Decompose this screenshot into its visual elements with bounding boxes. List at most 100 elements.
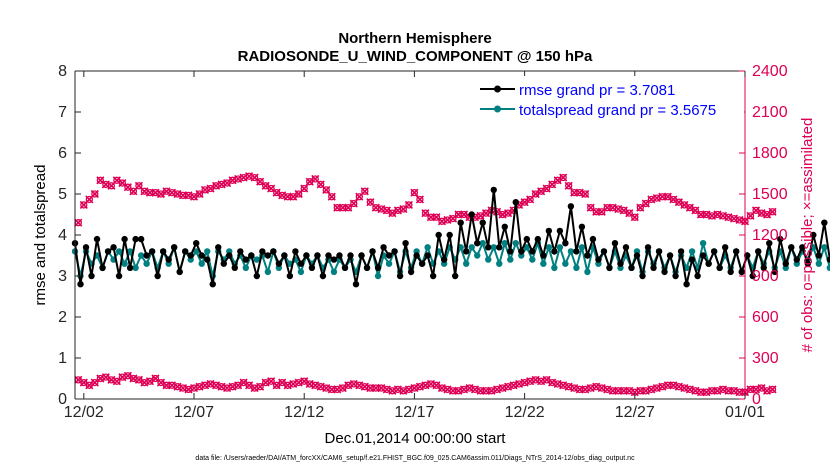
totalspread-point xyxy=(137,252,145,259)
totalspread-point xyxy=(330,268,338,276)
rmse-point xyxy=(440,256,448,263)
rmse-point xyxy=(176,268,183,276)
obs_possible-circle xyxy=(344,204,352,212)
totalspread-point xyxy=(253,256,261,263)
rmse-point xyxy=(115,272,123,280)
obs_assimilated-cross xyxy=(768,385,777,394)
legend-box xyxy=(476,76,744,118)
rmse-point xyxy=(242,256,250,263)
rmse-point xyxy=(710,248,718,255)
chart-title-line-1: Northern Hemisphere xyxy=(338,30,491,47)
obs_possible-circle xyxy=(129,187,138,195)
rmse-point xyxy=(137,235,145,243)
totalspread-point xyxy=(556,244,564,251)
totalspread-point xyxy=(545,244,553,251)
x-tick-label: 12/07 xyxy=(174,404,214,421)
rmse-point xyxy=(154,272,161,280)
obs_possible-circle xyxy=(80,201,88,209)
rmse-point xyxy=(534,235,542,243)
obs_possible-circle xyxy=(548,180,556,189)
obs_assimilated-circle xyxy=(113,377,121,385)
obs_possible-circle xyxy=(405,201,413,209)
totalspread-point xyxy=(264,268,272,276)
totalspread-point xyxy=(474,252,481,259)
x-tick-label: 12/17 xyxy=(394,404,434,421)
totalspread-point xyxy=(485,256,492,263)
rmse-point xyxy=(215,244,222,251)
obs_possible-circle xyxy=(421,209,430,217)
rmse-point xyxy=(104,248,112,255)
x-tick-label: 12/22 xyxy=(505,404,545,421)
rmse-point xyxy=(308,264,316,271)
rmse-point xyxy=(628,264,635,271)
rmse-point xyxy=(330,256,338,263)
y-left-tick-label: 4 xyxy=(58,227,67,244)
totalspread-point xyxy=(815,260,823,267)
rmse-point xyxy=(507,248,514,255)
totalspread-point xyxy=(826,264,830,271)
rmse-point xyxy=(325,252,332,259)
x-tick-label: 12/27 xyxy=(615,404,655,421)
obs_possible-cross xyxy=(404,200,413,209)
rmse-point xyxy=(611,240,619,247)
rmse-point xyxy=(198,252,205,259)
y-axis-right-label: # of obs: o=possible; ×=assimilated xyxy=(799,118,816,353)
x-axis-label: Dec.01,2014 00:00:00 start xyxy=(325,430,507,447)
rmse-point xyxy=(589,235,597,243)
obs_assimilated-circle xyxy=(267,377,275,385)
rmse-point xyxy=(253,272,261,280)
y-right-tick-label: 900 xyxy=(752,268,779,285)
rmse-point xyxy=(777,235,784,243)
y-left-tick-label: 3 xyxy=(58,268,67,285)
rmse-point xyxy=(148,248,156,255)
obs_possible-circle xyxy=(96,176,104,184)
rmse-point xyxy=(485,244,492,251)
rmse-point xyxy=(760,264,767,271)
rmse-point xyxy=(204,256,211,263)
obs_possible-circle xyxy=(746,212,755,220)
obs_possible-circle xyxy=(317,180,325,189)
rmse-point xyxy=(644,244,652,251)
obs_possible-circle xyxy=(322,186,330,194)
rmse-point xyxy=(584,252,591,259)
totalspread-point xyxy=(479,240,486,247)
obs_possible-circle xyxy=(107,182,116,190)
rmse-point xyxy=(815,252,823,259)
obs_possible-cross xyxy=(630,213,639,222)
rmse-point xyxy=(165,256,172,263)
rmse-point xyxy=(512,199,519,206)
axes: 0 1 2 3 4 5 6 7 8 0 300 600 900 1200 1500 1800 2100 2400 1… xyxy=(58,63,788,421)
x-tick-label: 01/01 xyxy=(725,404,765,421)
rmse-point xyxy=(744,252,751,259)
obs_possible-circle xyxy=(267,184,275,193)
rmse-point xyxy=(672,272,679,280)
y-right-tick-label: 2400 xyxy=(752,63,788,80)
obs_possible-circle xyxy=(85,195,93,204)
obs_possible-cross xyxy=(90,189,99,199)
rmse-point xyxy=(694,272,701,280)
legend: rmse grand pr = 3.7081 totalspread grand… xyxy=(476,76,744,119)
obs_possible-circle xyxy=(642,199,650,208)
rmse-point xyxy=(705,260,712,267)
rmse-point xyxy=(220,260,227,267)
totalspread-point xyxy=(496,260,503,267)
obs_possible-circle xyxy=(91,190,99,198)
y-right-tick-label: 1800 xyxy=(752,145,788,162)
rmse-point xyxy=(77,281,84,288)
totalspread-point xyxy=(699,240,707,247)
totalspread-point xyxy=(540,260,547,267)
rmse-point xyxy=(391,248,398,255)
legend-rmse-label: rmse grand pr = 3.7081 xyxy=(519,82,675,99)
rmse-point xyxy=(457,219,464,226)
rmse-point xyxy=(363,264,371,271)
x-tick-label: 12/12 xyxy=(284,404,324,421)
obs_assimilated-circle xyxy=(256,383,264,391)
rmse-point xyxy=(132,235,139,243)
obs_possible-circle xyxy=(587,204,595,212)
obs_possible-circle xyxy=(328,193,336,201)
rmse-point xyxy=(110,244,117,251)
rmse-point xyxy=(600,248,608,255)
totalspread-point xyxy=(490,244,497,251)
rmse-point xyxy=(88,272,95,280)
totalspread-point xyxy=(507,256,514,263)
